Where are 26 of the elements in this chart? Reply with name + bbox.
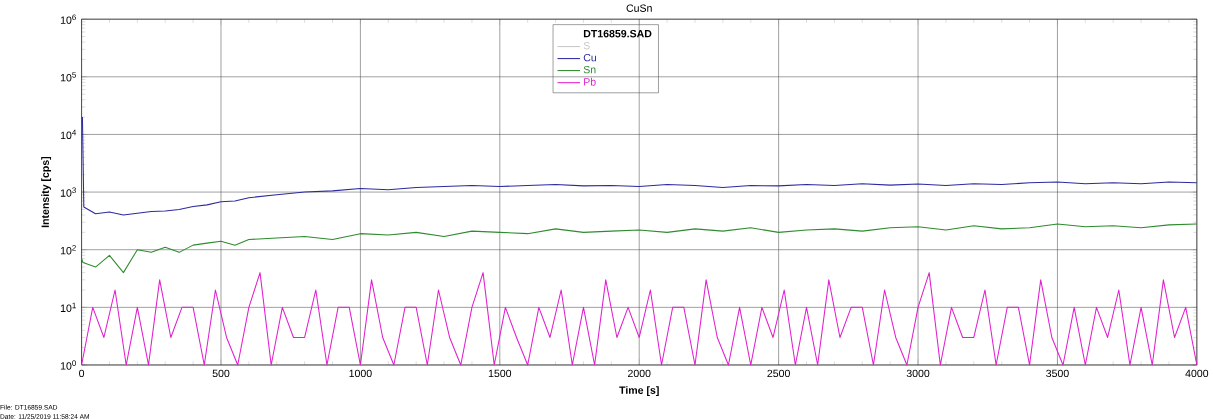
legend-label: Pb [584,77,596,86]
line-series [81,116,1198,216]
x-tick-label: 3000 [906,369,930,378]
x-axis-title: Time [s] [619,386,659,397]
y-tick-label: 10$^{5}$ [60,72,76,82]
legend-title: DT16859.SAD [583,29,652,38]
y-tick-label: 10$^{1}$ [60,302,76,313]
chart-title: CuSn [626,4,652,12]
x-tick-label: 1500 [488,369,512,378]
y-tick-label: 10$^{4}$ [60,129,77,140]
y-tick-label: 10$^{0}$ [60,360,76,370]
line-series [81,223,1198,274]
x-tick-label: 2000 [628,369,651,378]
y-tick-label: 10$^{6}$ [60,14,76,24]
legend-label: Sn [583,65,596,74]
y-axis-title: Intensity [cps] [41,156,52,228]
x-tick-label: 0 [79,369,85,378]
x-tick-label: 1000 [349,369,372,378]
x-tick-label: 500 [212,369,230,378]
x-tick-label: 2500 [767,369,790,378]
y-tick-label: 10$^{3}$ [60,187,76,197]
line-series [81,272,1198,366]
x-tick-label: 3500 [1046,369,1069,378]
y-tick-label: 10$^{2}$ [60,245,76,255]
legend-label: Cu [583,53,597,62]
x-tick-label: 4000 [1185,369,1209,378]
